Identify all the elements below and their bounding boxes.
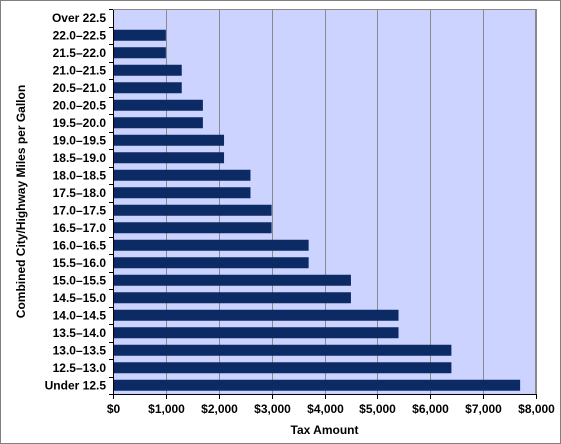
y-tick-label-17: 14.0–14.5 bbox=[53, 308, 107, 322]
y-tick-label-4: 20.5–21.0 bbox=[53, 81, 107, 95]
y-tick-label-5: 20.0–20.5 bbox=[53, 98, 107, 112]
bar-4 bbox=[113, 82, 182, 94]
y-tick-label-18: 13.5–14.0 bbox=[53, 326, 107, 340]
x-tick-label-2: $2,000 bbox=[201, 402, 238, 416]
bar-12 bbox=[113, 222, 272, 234]
bar-16 bbox=[113, 292, 351, 304]
x-tick-label-1: $1,000 bbox=[148, 402, 185, 416]
y-tick-label-21: Under 12.5 bbox=[45, 378, 107, 392]
bar-2 bbox=[113, 47, 166, 59]
y-tick-label-7: 19.0–19.5 bbox=[53, 133, 107, 147]
x-tick-label-4: $4,000 bbox=[307, 402, 344, 416]
bar-18 bbox=[113, 327, 399, 339]
y-tick-label-14: 15.5–16.0 bbox=[53, 256, 107, 270]
x-tick-label-6: $6,000 bbox=[412, 402, 449, 416]
y-tick-label-10: 17.5–18.0 bbox=[53, 186, 107, 200]
y-tick-label-6: 19.5–20.0 bbox=[53, 116, 107, 130]
y-tick-label-20: 12.5–13.0 bbox=[53, 361, 107, 375]
bar-19 bbox=[113, 344, 452, 356]
bar-13 bbox=[113, 239, 309, 251]
y-tick-labels: Over 22.5 22.0–22.5 21.5–22.0 21.0–21.5 20.5… bbox=[45, 11, 107, 393]
y-tick-label-12: 16.5–17.0 bbox=[53, 221, 107, 235]
y-tick-label-2: 21.5–22.0 bbox=[53, 46, 107, 60]
bar-20 bbox=[113, 362, 452, 374]
bar-1 bbox=[113, 29, 166, 41]
y-tick-label-15: 15.0–15.5 bbox=[53, 273, 107, 287]
y-tick-label-3: 21.0–21.5 bbox=[53, 63, 107, 77]
y-tick-label-1: 22.0–22.5 bbox=[53, 28, 107, 42]
bar-5 bbox=[113, 99, 203, 111]
x-tick-label-5: $5,000 bbox=[359, 402, 396, 416]
bar-10 bbox=[113, 187, 251, 199]
y-axis-title: Combined City/Highway Miles per Gallon bbox=[14, 85, 28, 318]
axes bbox=[109, 9, 537, 399]
y-tick-label-9: 18.0–18.5 bbox=[53, 168, 107, 182]
y-tick-label-11: 17.0–17.5 bbox=[53, 203, 107, 217]
bar-7 bbox=[113, 134, 225, 146]
x-axis-title: Tax Amount bbox=[291, 423, 359, 437]
bars bbox=[113, 29, 521, 391]
y-tick-label-19: 13.0–13.5 bbox=[53, 343, 107, 357]
x-tick-label-0: $0 bbox=[107, 402, 121, 416]
x-tick-label-8: $8,000 bbox=[518, 402, 555, 416]
bar-21 bbox=[113, 379, 521, 391]
x-tick-label-7: $7,000 bbox=[465, 402, 502, 416]
y-tick-label-8: 18.5–19.0 bbox=[53, 151, 107, 165]
bar-14 bbox=[113, 257, 309, 269]
y-tick-label-13: 16.0–16.5 bbox=[53, 238, 107, 252]
bar-3 bbox=[113, 64, 182, 76]
bar-11 bbox=[113, 204, 272, 216]
bar-6 bbox=[113, 117, 203, 129]
x-tick-labels: $0 $1,000 $2,000 $3,000 $4,000 $5,000 $6,000 $7… bbox=[107, 402, 555, 416]
x-tick-label-3: $3,000 bbox=[254, 402, 291, 416]
y-tick-label-16: 14.5–15.0 bbox=[53, 291, 107, 305]
bar-9 bbox=[113, 169, 251, 181]
bar-15 bbox=[113, 274, 351, 286]
y-tick-label-0: Over 22.5 bbox=[52, 11, 106, 25]
bar-17 bbox=[113, 309, 399, 321]
bar-8 bbox=[113, 152, 225, 164]
